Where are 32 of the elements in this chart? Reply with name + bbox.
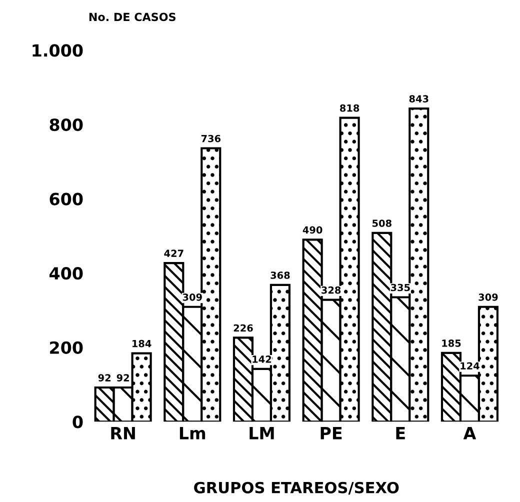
data-label: 368	[270, 272, 290, 279]
x-tick-label: RN	[111, 427, 135, 440]
data-label: 736	[201, 134, 221, 142]
x-tick-label: LM	[250, 427, 274, 440]
data-label: 124	[460, 362, 480, 370]
data-label: 427	[164, 250, 184, 257]
y-tick-label: 1.000	[32, 44, 83, 57]
y-tick-label: 600	[50, 192, 83, 206]
y-tick-label: 400	[50, 267, 83, 280]
y-tick-label: 800	[50, 118, 83, 132]
data-label: 508	[372, 220, 392, 227]
data-label: 843	[409, 95, 428, 102]
data-label: 328	[322, 286, 341, 294]
x-tick-label: E	[396, 427, 405, 440]
y-axis-title: No. DE CASOS	[89, 12, 176, 22]
data-label: 309	[478, 293, 498, 301]
data-label: 92	[98, 374, 110, 382]
x-tick-label: A	[463, 427, 476, 440]
data-label: 185	[442, 340, 461, 347]
y-tick-label: 200	[50, 341, 83, 354]
x-axis-title: GRUPOS ETAREOS/SEXO	[194, 482, 399, 495]
data-label: 226	[234, 324, 253, 332]
data-label: 818	[340, 104, 360, 112]
data-label: 335	[390, 284, 410, 292]
y-tick-label: 0	[72, 416, 83, 428]
data-label: 142	[252, 356, 272, 363]
data-label: 490	[302, 226, 322, 234]
x-tick-label: Lm	[180, 427, 206, 440]
data-label: 92	[116, 374, 129, 382]
data-label: 309	[182, 293, 202, 301]
x-tick-label: PE	[320, 427, 342, 440]
data-label: 184	[132, 340, 152, 348]
